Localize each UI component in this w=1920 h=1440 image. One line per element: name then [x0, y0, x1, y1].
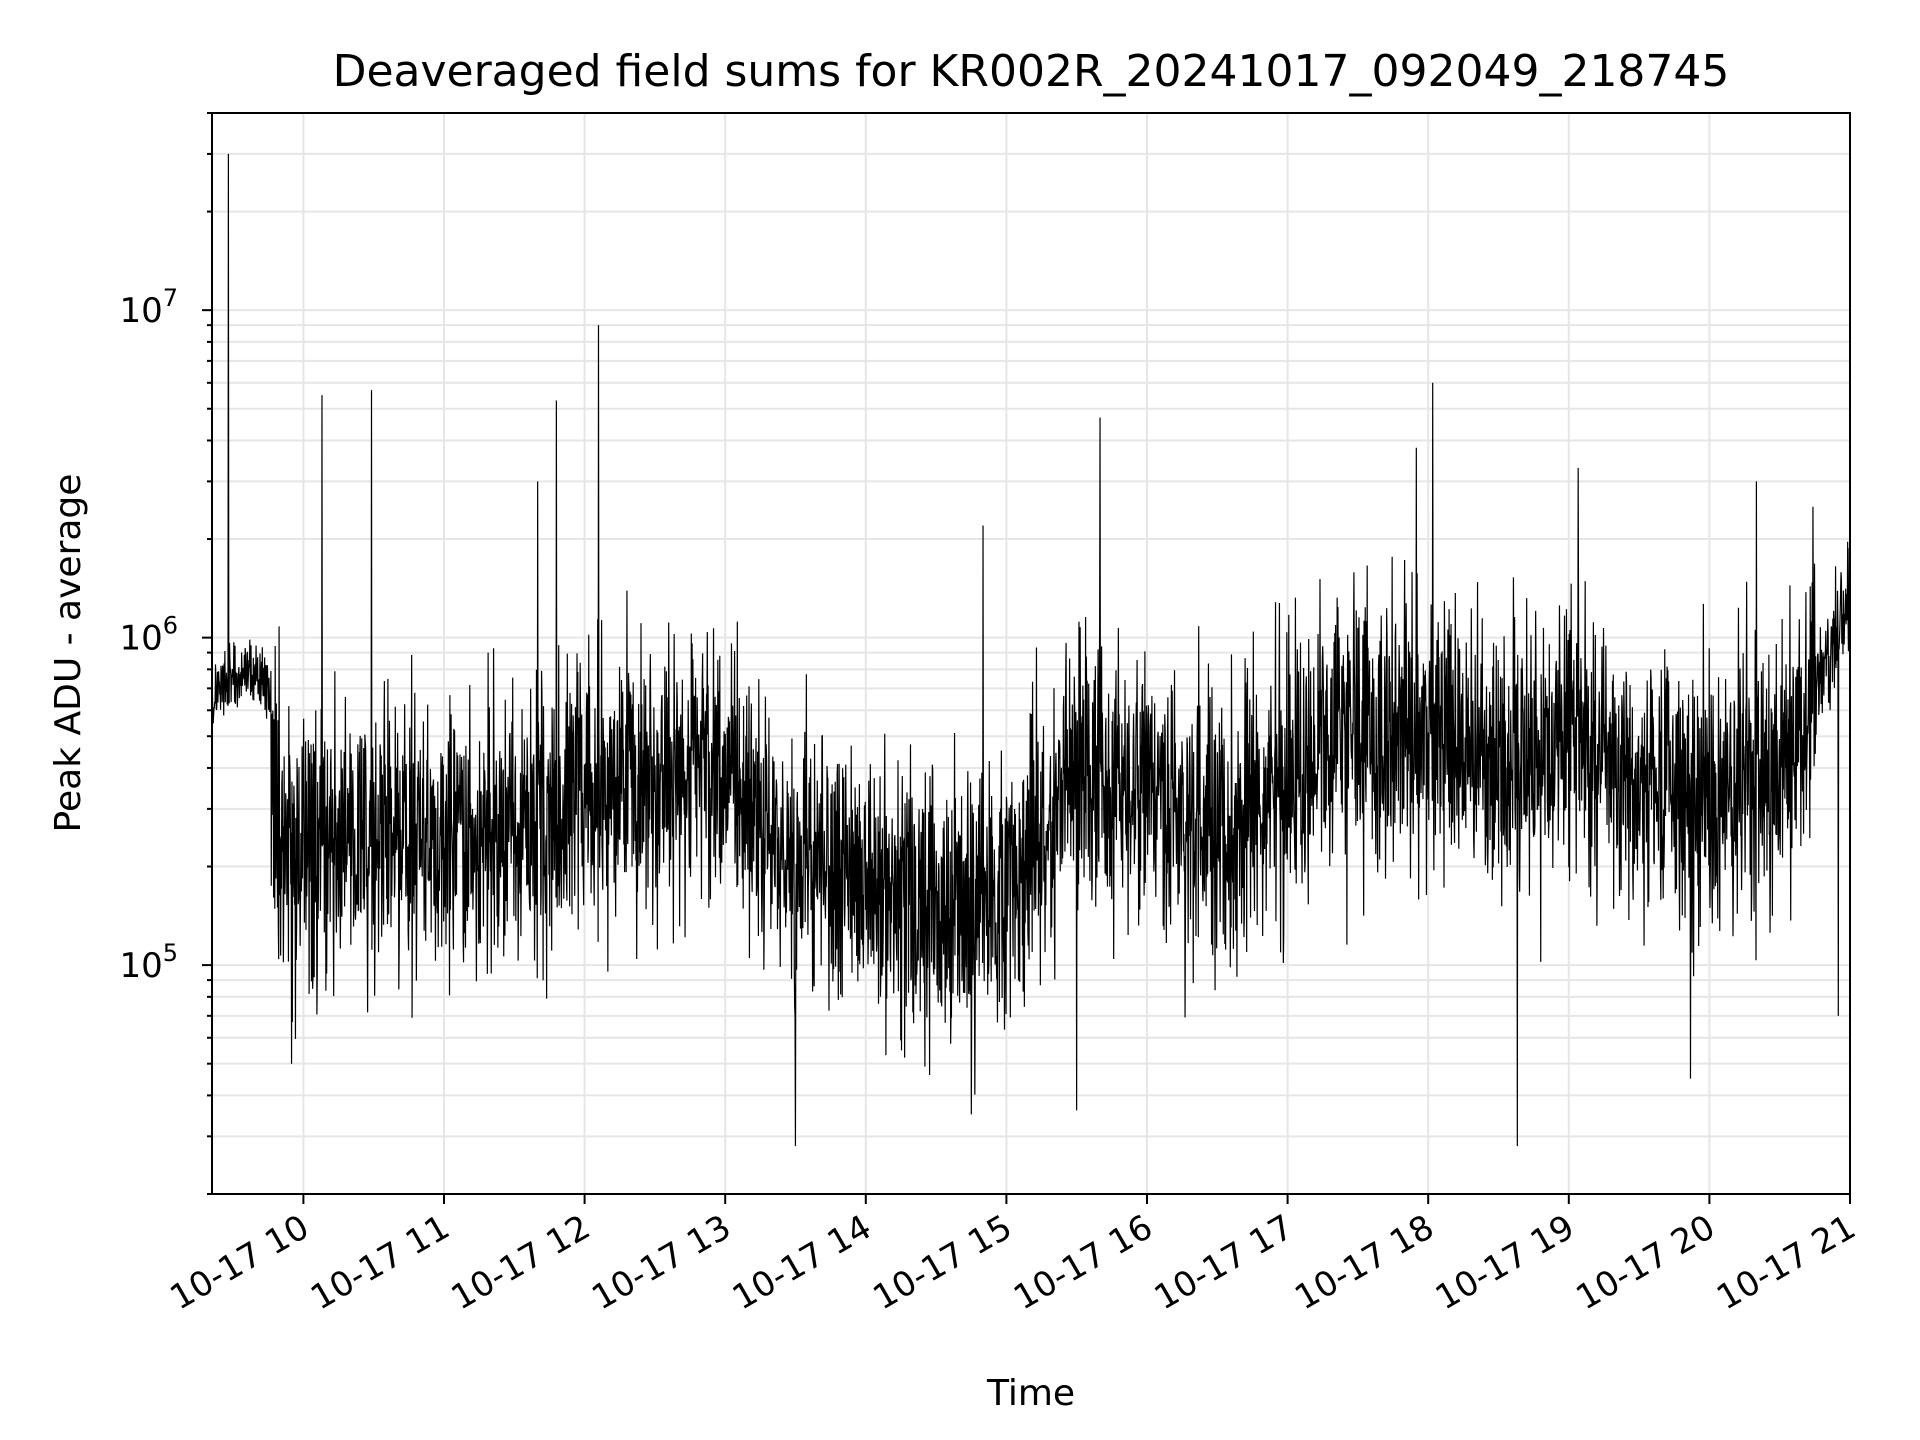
x-axis-label: Time: [986, 1373, 1075, 1414]
chart-title: Deaveraged field sums for KR002R_2024101…: [333, 46, 1730, 97]
series-line: [211, 153, 1851, 1147]
y-axis-label: Peak ADU - average: [48, 474, 89, 833]
plot-area: [211, 153, 1851, 1147]
